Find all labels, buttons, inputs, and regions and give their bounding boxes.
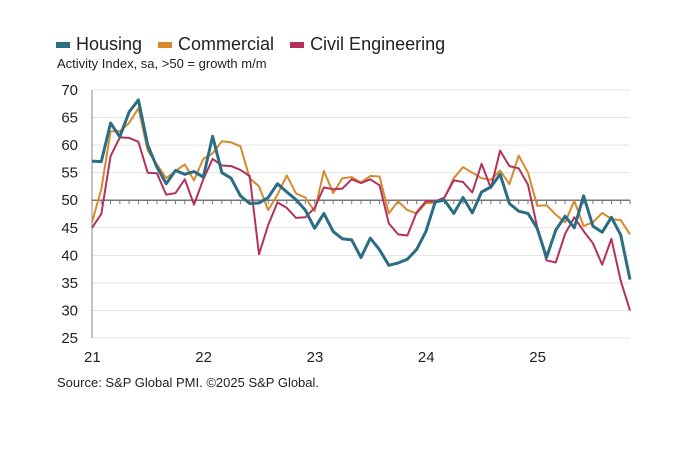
y-tick-label: 70 xyxy=(61,82,78,99)
legend-item-commercial: Commercial xyxy=(158,34,274,55)
x-tick-label: 25 xyxy=(529,349,546,366)
y-tick-label: 50 xyxy=(61,192,78,209)
legend: Housing Commercial Civil Engineering xyxy=(56,34,445,55)
y-tick-label: 65 xyxy=(61,110,78,127)
source-note: Source: S&P Global PMI. ©2025 S&P Global… xyxy=(57,375,320,390)
x-tick-label: 24 xyxy=(418,349,435,366)
y-tick-label: 25 xyxy=(61,330,78,347)
series-line-civil-engineering xyxy=(91,136,631,311)
y-tick-label: 55 xyxy=(61,165,78,182)
legend-item-housing: Housing xyxy=(56,34,142,55)
legend-label-commercial: Commercial xyxy=(178,34,275,54)
y-tick-label: 45 xyxy=(61,220,78,237)
y-tick-label: 60 xyxy=(61,137,78,154)
x-tick-label: 22 xyxy=(195,349,212,366)
legend-label-housing: Housing xyxy=(76,34,143,54)
series-line-housing xyxy=(91,98,632,280)
legend-item-civil: Civil Engineering xyxy=(290,34,445,55)
series-line-commercial xyxy=(91,107,631,235)
y-tick-label: 35 xyxy=(61,275,78,292)
legend-swatch-housing xyxy=(56,41,70,48)
legend-label-civil: Civil Engineering xyxy=(310,34,446,54)
legend-swatch-commercial xyxy=(158,41,173,48)
chart-subtitle: Activity Index, sa, >50 = growth m/m xyxy=(57,56,267,71)
x-tick-label: 23 xyxy=(307,349,324,366)
legend-swatch-civil xyxy=(290,41,305,48)
y-tick-label: 40 xyxy=(61,247,78,264)
y-tick-label: 30 xyxy=(61,302,78,319)
x-tick-label: 21 xyxy=(84,349,101,366)
